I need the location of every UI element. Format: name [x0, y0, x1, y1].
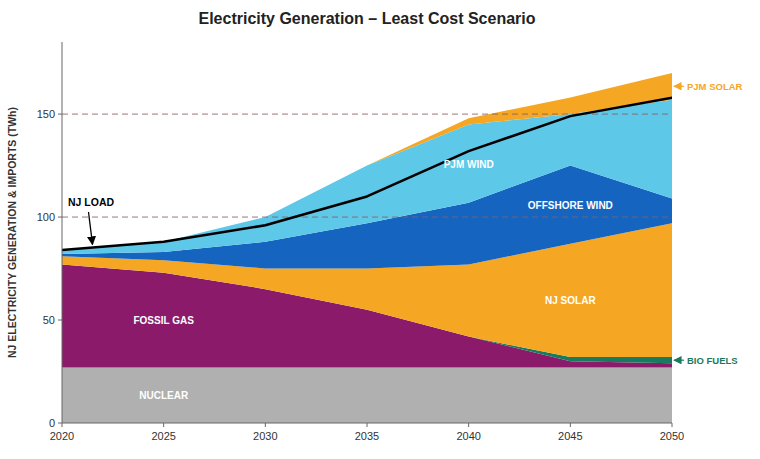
x-tick-label: 2035	[355, 430, 379, 442]
x-tick-label: 2050	[660, 430, 684, 442]
x-tick-label: 2040	[456, 430, 480, 442]
y-tick-label: 100	[37, 211, 55, 223]
reference-line	[62, 217, 672, 218]
series-label: NJ SOLAR	[545, 295, 596, 306]
y-tick	[58, 320, 62, 321]
x-tick	[367, 423, 368, 427]
x-tick-label: 2045	[558, 430, 582, 442]
plot-area	[62, 73, 672, 423]
label-arrow	[89, 212, 93, 245]
x-tick	[62, 423, 63, 427]
y-tick-label: 50	[43, 314, 55, 326]
y-tick-label: 0	[49, 417, 55, 429]
series-labels: NUCLEAR FOSSIL GAS BIO FUELS NJ SOLAR OFFSHO…	[68, 81, 743, 401]
series-label: PJM WIND	[444, 159, 494, 170]
y-axis-label: NJ ELECTRICITY GENERATION & IMPORTS (TWh…	[6, 107, 18, 358]
series-label: BIO FUELS	[687, 355, 738, 366]
x-tick	[468, 423, 469, 427]
area-band	[62, 73, 672, 250]
series-label: OFFSHORE WIND	[528, 200, 613, 211]
y-tick	[58, 217, 62, 218]
area-band	[62, 100, 672, 254]
x-tick-label: 2025	[151, 430, 175, 442]
chart-root: Electricity Generation – Least Cost Scen…	[0, 0, 760, 459]
x-tick	[570, 423, 571, 427]
x-tick	[265, 423, 266, 427]
label-arrow	[674, 86, 684, 87]
series-label: NUCLEAR	[139, 390, 189, 401]
y-tick	[58, 114, 62, 115]
x-tick	[163, 423, 164, 427]
y-axis-line	[62, 42, 63, 423]
area-band	[62, 367, 672, 423]
series-label: FOSSIL GAS	[133, 315, 194, 326]
x-tick-label: 2030	[253, 430, 277, 442]
x-tick	[672, 423, 673, 427]
chart-title: Electricity Generation – Least Cost Scen…	[198, 10, 535, 27]
series-label: PJM SOLAR	[687, 81, 743, 92]
label-arrow	[674, 360, 684, 361]
y-tick-label: 150	[37, 108, 55, 120]
y-tick	[58, 423, 62, 424]
x-tick-label: 2020	[50, 430, 74, 442]
line-series	[62, 98, 672, 250]
series-label: NJ LOAD	[68, 196, 115, 208]
